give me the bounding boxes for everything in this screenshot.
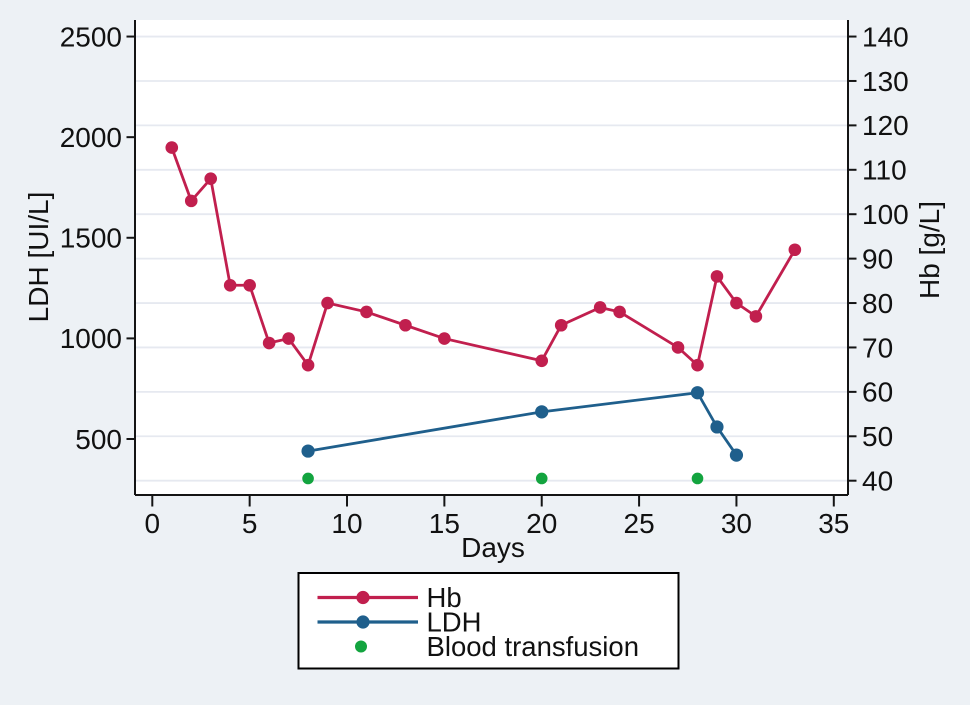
hb-point [243,278,256,292]
x-axis-tick-label: 25 [624,508,655,539]
hb-line [170,147,797,369]
right-axis-tick-label: 110 [862,155,907,186]
x-axis-tick-label: 0 [145,508,161,539]
hb-point [184,194,198,208]
left-axis: 500 1000 1500 2000 2500 [60,21,135,455]
ldh-legend-marker [356,615,370,629]
hb-point [321,296,334,310]
legend-item-ldh: LDH [317,607,482,638]
hb-point [671,341,685,354]
legend-item-hb: Hb [317,582,462,613]
right-axis-tick-label: 90 [862,243,893,274]
series-hb [165,141,802,372]
hb-point [262,336,276,350]
ldh-point [710,420,724,434]
blood-transfusion-point [691,472,704,485]
right-axis-tick-label: 40 [862,466,893,497]
hb-point [730,296,743,310]
legend-item-blood-transfusion: Blood transfusion [355,631,639,662]
ldh-point [690,386,705,400]
x-axis-tick-label: 5 [242,508,258,539]
blood-transfusion-point [302,472,314,485]
blood-transfusion-legend-label: Blood transfusion [427,631,640,662]
ldh-legend-label: LDH [427,607,482,638]
right-axis-tick-label: 100 [862,199,909,230]
ldh-point [301,444,315,458]
right-axis-tick-label: 120 [862,110,909,141]
x-axis: 0 5 10 15 20 25 30 35 [145,495,849,539]
right-axis-tick-label: 140 [862,21,909,52]
hb-point [165,141,179,154]
right-axis-tick-label: 70 [862,332,893,363]
hb-point [438,332,451,345]
plot-area [135,20,848,495]
hb-legend-label: Hb [427,582,462,613]
series-blood-transfusion [302,472,704,485]
hb-point [613,305,626,319]
hb-point [223,278,237,292]
blood-transfusion-legend-marker [355,640,367,653]
left-axis-tick-label: 500 [75,424,122,455]
hb-point [301,358,315,372]
x-axis-tick-label: 15 [429,508,460,539]
right-axis-title: Hb [g/L] [914,201,945,299]
hb-point [593,301,607,314]
x-axis-tick-label: 10 [331,508,362,539]
hb-point [749,310,763,323]
hb-point [535,354,549,368]
hb-point [554,318,568,332]
series-ldh [301,386,744,462]
right-axis-tick-label: 50 [862,421,893,452]
x-axis-tick-label: 35 [818,508,849,539]
axes [134,20,849,496]
hb-point [788,243,802,257]
right-axis-tick-label: 130 [862,66,909,97]
hb-point [691,358,704,372]
hb-point [399,318,412,332]
hb-point [360,305,373,319]
x-axis-tick-label: 20 [526,508,557,539]
x-axis-tick-label: 30 [721,508,752,539]
hb-point [204,172,218,185]
gridlines [135,35,848,482]
blood-transfusion-point [535,472,548,485]
left-axis-tick-label: 1500 [60,223,122,254]
right-axis-tick-label: 80 [862,288,893,319]
left-axis-tick-label: 2500 [60,21,122,52]
ldh-point [729,448,744,462]
hb-point [710,270,724,283]
right-axis: 40 50 60 70 80 90 100 110 120 130 140 [848,21,909,497]
ldh-point [535,405,549,419]
left-axis-title: LDH [UI/L] [23,192,54,323]
x-axis-title: Days [461,532,525,563]
left-axis-tick-label: 2000 [60,122,122,153]
hb-point [282,332,295,345]
right-axis-tick-label: 60 [862,377,893,408]
left-axis-tick-label: 1000 [60,323,122,354]
hb-legend-marker [356,590,370,605]
